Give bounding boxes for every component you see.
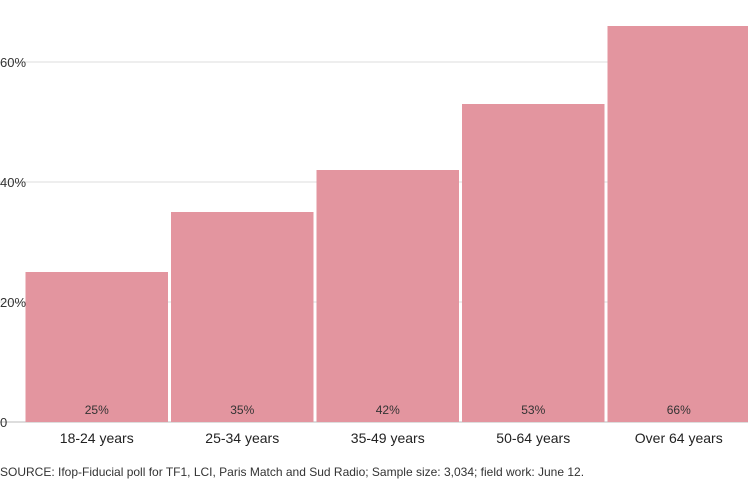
bars xyxy=(25,26,748,422)
source-note: SOURCE: Ifop-Fiducial poll for TF1, LCI,… xyxy=(0,465,584,479)
bar-value-label: 66% xyxy=(667,403,691,417)
x-category-label: 18-24 years xyxy=(60,430,134,446)
bar xyxy=(462,104,605,422)
bar xyxy=(25,272,168,422)
bar xyxy=(316,170,459,422)
bar-value-label: 53% xyxy=(521,403,545,417)
y-tick-label: 40% xyxy=(0,175,26,190)
y-tick-label: 20% xyxy=(0,295,26,310)
y-tick-label: 0 xyxy=(0,415,7,430)
x-category-label: 35-49 years xyxy=(351,430,425,446)
x-category-label: 50-64 years xyxy=(496,430,570,446)
bar-value-label: 42% xyxy=(376,403,400,417)
y-tick-label: 60% xyxy=(0,55,26,70)
x-category-label: 25-34 years xyxy=(205,430,279,446)
bar-value-label: 25% xyxy=(85,403,109,417)
labels: 0 20% 40% 60% 25% 18-24 years 35% 25-34 years 42… xyxy=(0,55,723,446)
bar xyxy=(607,26,748,422)
bar xyxy=(171,212,314,422)
x-category-label: Over 64 years xyxy=(635,430,723,446)
bar-value-label: 35% xyxy=(230,403,254,417)
